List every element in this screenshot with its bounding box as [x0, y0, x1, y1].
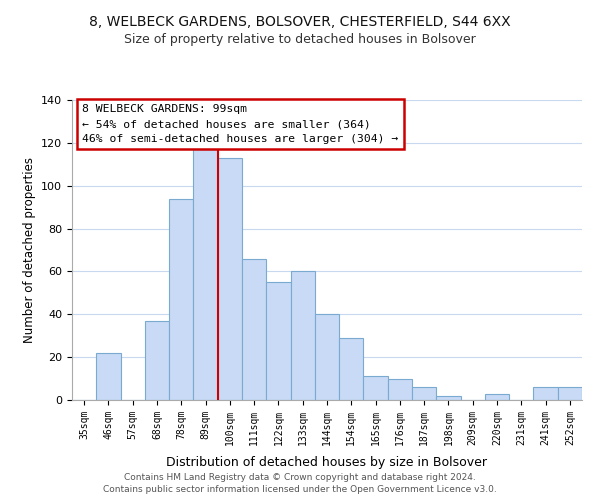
Bar	[436, 396, 461, 400]
Text: Contains public sector information licensed under the Open Government Licence v3: Contains public sector information licen…	[103, 485, 497, 494]
Text: 8 WELBECK GARDENS: 99sqm
← 54% of detached houses are smaller (364)
46% of semi-: 8 WELBECK GARDENS: 99sqm ← 54% of detach…	[82, 104, 398, 144]
Bar	[485, 394, 509, 400]
Bar	[242, 258, 266, 400]
Bar	[96, 353, 121, 400]
Bar	[169, 198, 193, 400]
Bar	[315, 314, 339, 400]
Bar	[266, 282, 290, 400]
Text: 8, WELBECK GARDENS, BOLSOVER, CHESTERFIELD, S44 6XX: 8, WELBECK GARDENS, BOLSOVER, CHESTERFIE…	[89, 15, 511, 29]
Text: Contains HM Land Registry data © Crown copyright and database right 2024.: Contains HM Land Registry data © Crown c…	[124, 472, 476, 482]
Y-axis label: Number of detached properties: Number of detached properties	[23, 157, 35, 343]
X-axis label: Distribution of detached houses by size in Bolsover: Distribution of detached houses by size …	[167, 456, 487, 469]
Bar	[388, 378, 412, 400]
Bar	[412, 387, 436, 400]
Bar	[364, 376, 388, 400]
Text: Size of property relative to detached houses in Bolsover: Size of property relative to detached ho…	[124, 32, 476, 46]
Bar	[218, 158, 242, 400]
Bar	[290, 272, 315, 400]
Bar	[533, 387, 558, 400]
Bar	[193, 147, 218, 400]
Bar	[145, 320, 169, 400]
Bar	[558, 387, 582, 400]
Bar	[339, 338, 364, 400]
